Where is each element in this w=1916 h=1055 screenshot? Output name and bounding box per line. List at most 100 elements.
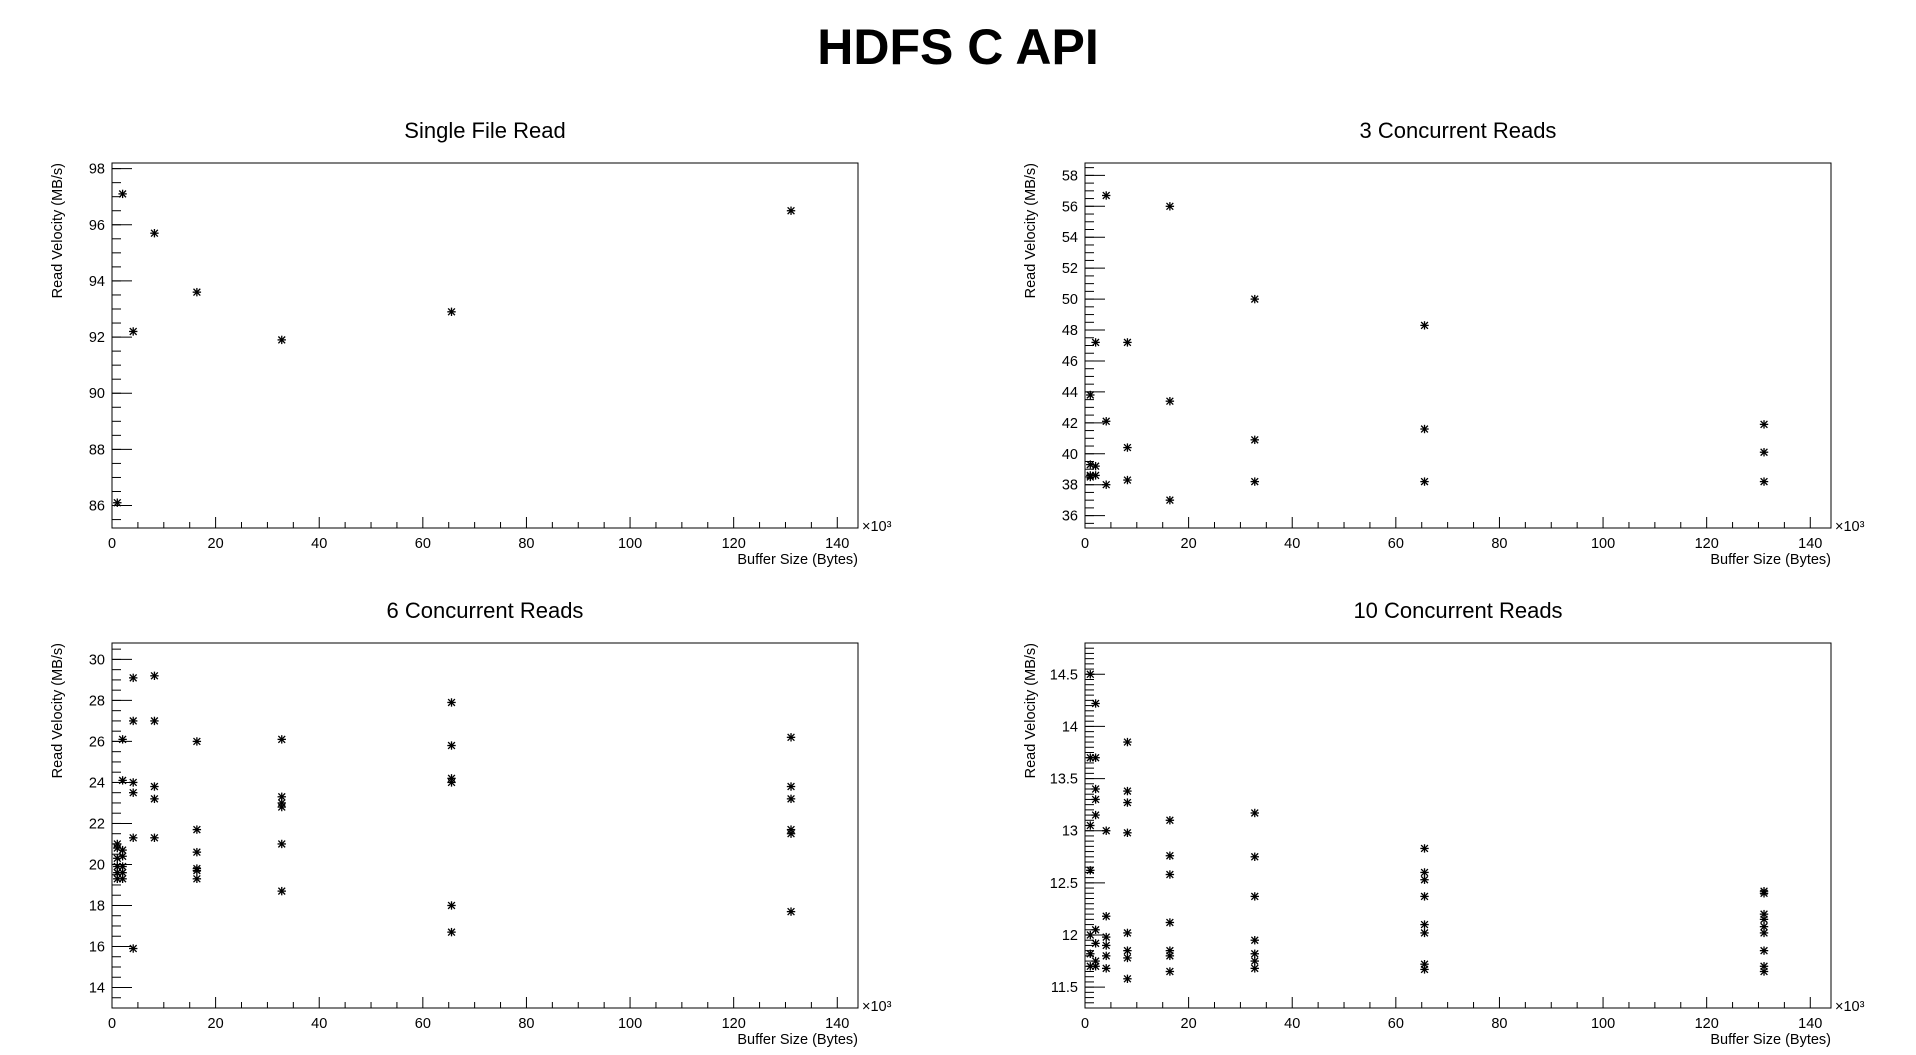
data-point	[192, 737, 202, 746]
data-point	[1102, 480, 1111, 489]
data-point	[129, 944, 138, 953]
data-point	[192, 866, 202, 875]
x-axis-label: Buffer Size (Bytes)	[1710, 1032, 1831, 1048]
x-tick-label: 0	[108, 1016, 116, 1032]
data-point	[1165, 967, 1175, 976]
data-point	[1091, 939, 1100, 948]
data-point	[1420, 477, 1429, 486]
data-point	[1420, 424, 1429, 434]
x-multiplier-label: ×10³	[862, 519, 892, 535]
data-point	[277, 335, 286, 345]
y-tick-label: 54	[1062, 230, 1078, 246]
x-tick-label: 140	[1798, 1016, 1822, 1032]
data-point	[1091, 461, 1100, 471]
y-tick-label: 86	[89, 499, 105, 515]
y-tick-label: 50	[1062, 292, 1078, 308]
data-point	[1759, 448, 1769, 457]
data-point	[1165, 202, 1175, 211]
data-point	[192, 287, 202, 297]
y-tick-label: 14.5	[1050, 667, 1078, 683]
data-point	[277, 839, 286, 849]
data-point	[786, 907, 796, 916]
data-point	[118, 735, 127, 744]
x-axis-label: Buffer Size (Bytes)	[1710, 552, 1831, 568]
plot-frame	[1084, 162, 1832, 529]
data-point	[1250, 808, 1259, 818]
x-multiplier-label: ×10³	[862, 999, 892, 1015]
y-axis-label: Read Velocity (MB/s)	[50, 643, 66, 778]
data-point	[1091, 795, 1100, 804]
y-tick-label: 26	[89, 734, 105, 750]
data-point	[1420, 892, 1429, 901]
data-point	[447, 927, 456, 937]
x-tick-label: 80	[518, 536, 534, 552]
chart-panel-10-concurrent-reads: 10 Concurrent Reads 0 20 40 60 80 100 120 140 11.…	[993, 585, 1873, 1055]
data-point	[277, 735, 286, 744]
y-tick-label: 96	[89, 218, 105, 234]
data-point	[192, 847, 202, 857]
data-point	[192, 874, 202, 884]
data-point	[1759, 967, 1769, 976]
data-point	[1102, 826, 1111, 835]
y-tick-label: 40	[1062, 447, 1078, 463]
y-tick-label: 12.5	[1050, 876, 1078, 892]
data-point	[1086, 390, 1095, 400]
data-point	[1091, 810, 1100, 820]
data-point	[786, 794, 796, 804]
chart-svg: Single File Read 0 20 40 60 80 100 120 140 86 88 90…	[50, 118, 892, 568]
data-point	[1250, 294, 1259, 304]
y-tick-label: 12	[1062, 928, 1078, 944]
data-point	[786, 782, 796, 791]
data-point	[1759, 420, 1769, 429]
x-tick-label: 120	[1695, 536, 1719, 552]
data-point	[447, 778, 456, 787]
x-tick-label: 120	[722, 1016, 746, 1032]
chart-svg: 3 Concurrent Reads 0 20 40 60 80 100 120 140 36 38…	[1023, 118, 1865, 568]
y-tick-label: 18	[89, 898, 105, 914]
y-tick-label: 42	[1062, 416, 1078, 432]
data-point	[1086, 949, 1095, 958]
data-point	[1086, 821, 1095, 830]
x-tick-label: 40	[311, 536, 327, 552]
x-tick-label: 140	[1798, 536, 1822, 552]
data-point	[277, 886, 286, 896]
x-tick-label: 100	[618, 536, 642, 552]
y-tick-label: 48	[1062, 323, 1078, 339]
data-point	[1250, 964, 1259, 973]
data-point	[1091, 925, 1100, 934]
data-point	[447, 741, 456, 750]
data-point	[1250, 892, 1259, 901]
x-tick-label: 20	[208, 536, 224, 552]
y-tick-label: 94	[89, 274, 105, 290]
data-point	[118, 874, 127, 884]
data-point	[1250, 852, 1259, 861]
chart-title: Single File Read	[404, 118, 565, 143]
data-point	[1086, 866, 1095, 875]
x-multiplier-label: ×10³	[1835, 999, 1865, 1015]
data-point	[786, 829, 796, 838]
data-point	[118, 776, 127, 785]
chart-title: 10 Concurrent Reads	[1353, 598, 1562, 623]
x-tick-label: 60	[1388, 1016, 1404, 1032]
y-tick-label: 46	[1062, 354, 1078, 370]
data-point	[1091, 699, 1100, 708]
x-tick-label: 20	[1181, 536, 1197, 552]
data-point	[1759, 946, 1769, 955]
data-point	[113, 498, 122, 507]
data-point	[1091, 338, 1100, 347]
y-tick-label: 90	[89, 386, 105, 402]
data-point	[1165, 851, 1175, 860]
data-point	[129, 673, 138, 683]
data-point	[1086, 460, 1095, 469]
y-tick-label: 11.5	[1051, 980, 1078, 996]
data-point	[1123, 443, 1132, 452]
data-point	[1420, 844, 1429, 853]
data-point	[1091, 471, 1100, 480]
data-point	[150, 228, 159, 238]
data-point	[129, 327, 138, 336]
x-tick-label: 40	[1284, 536, 1300, 552]
data-point	[1250, 936, 1259, 945]
chart-svg: 6 Concurrent Reads 0 20 40 60 80 100 120 140 14 16…	[50, 598, 892, 1048]
plot-frame	[111, 162, 859, 529]
data-point	[1420, 920, 1429, 929]
